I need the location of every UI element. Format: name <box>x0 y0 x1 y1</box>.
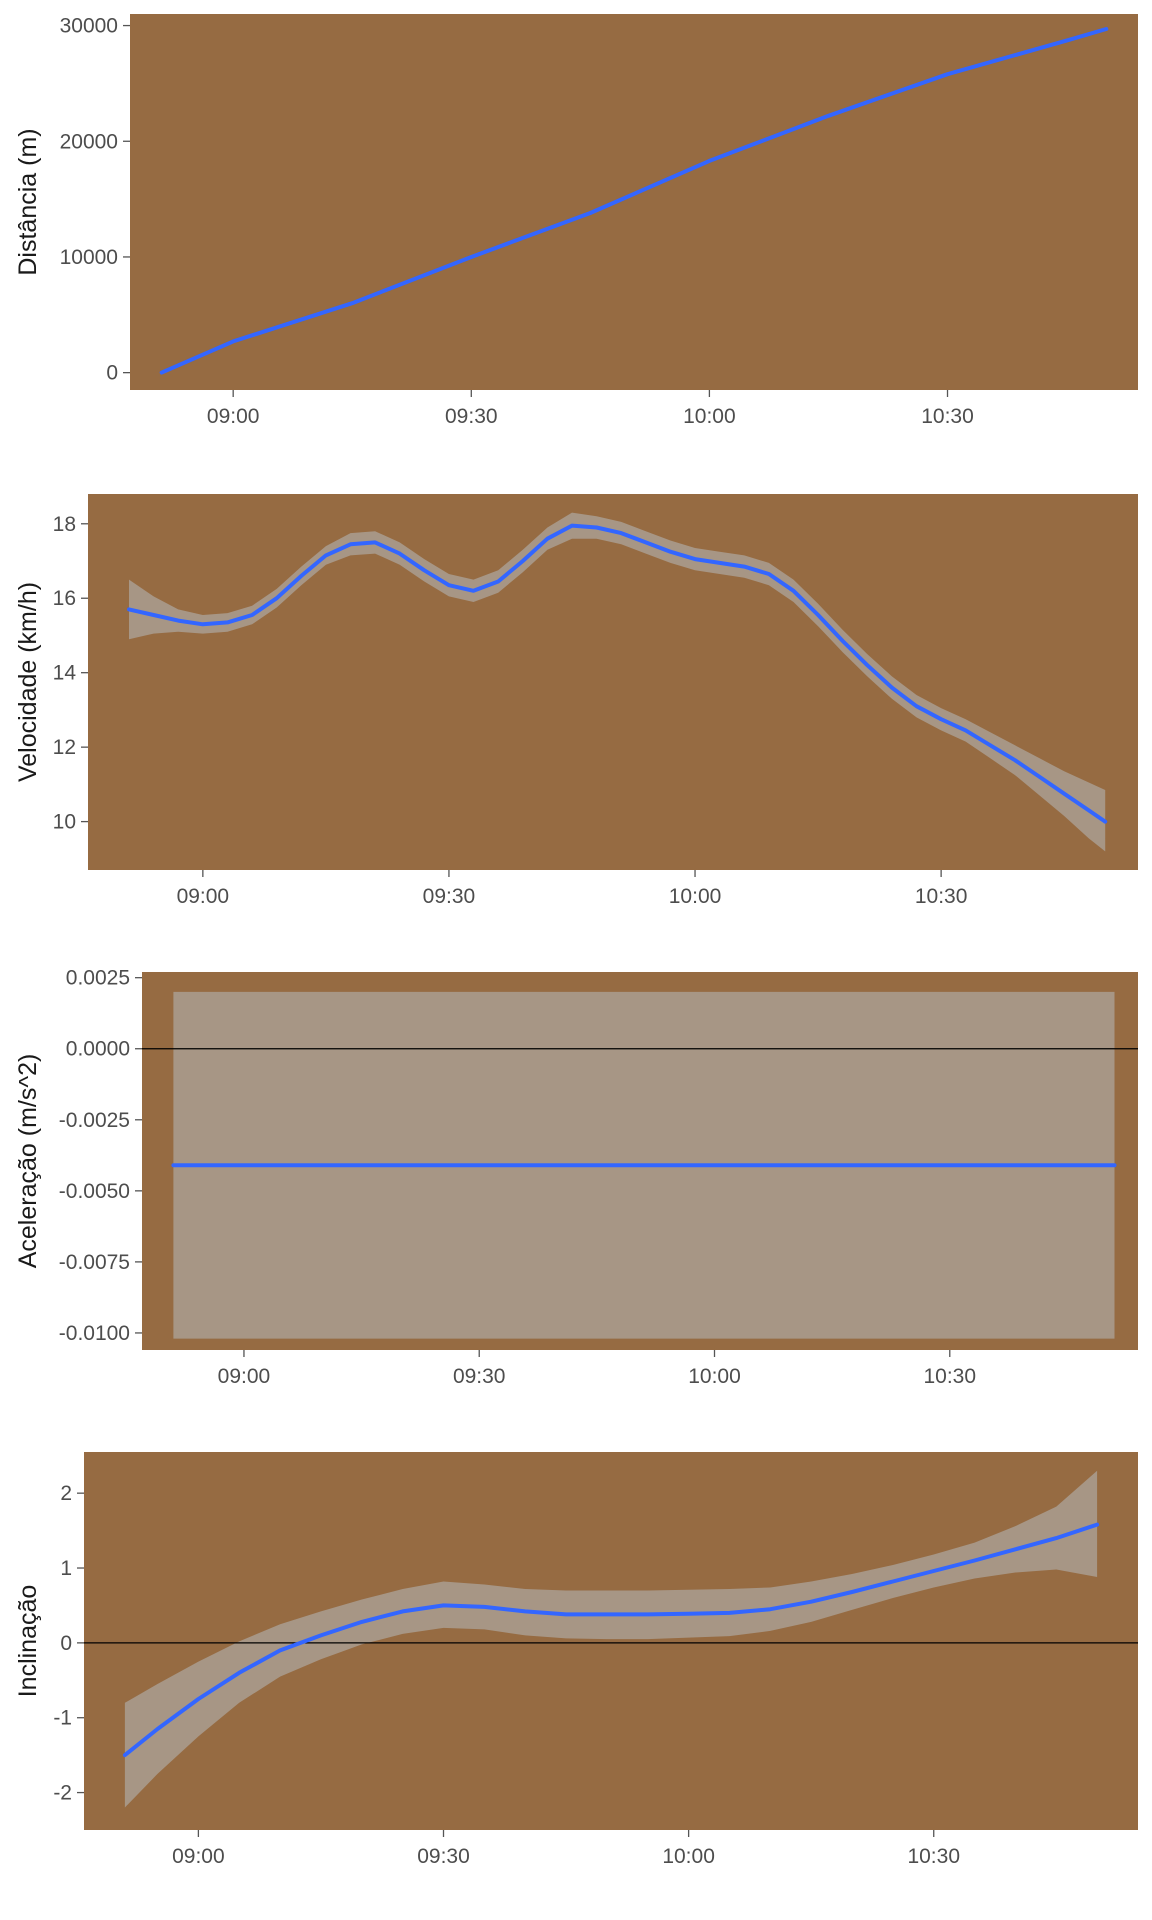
y-tick-label: 0 <box>106 362 118 385</box>
y-axis-title: Inclinação <box>14 1585 42 1698</box>
x-tick-label: 09:00 <box>172 1845 225 1868</box>
y-tick-label: 10000 <box>60 246 118 269</box>
y-tick-label: -1 <box>53 1707 72 1730</box>
y-axis-title: Distância (m) <box>14 128 42 275</box>
x-tick-label: 09:30 <box>445 405 498 428</box>
y-tick-label: 0.0000 <box>66 1038 130 1061</box>
speed-chart: 10 12 14 16 18 09:00 09:30 10:00 10:30 Velocidade… <box>14 494 1138 908</box>
y-tick-label: 2 <box>60 1482 72 1505</box>
x-tick-label: 10:00 <box>688 1365 741 1388</box>
y-tick-label: -0.0075 <box>59 1251 130 1274</box>
y-tick-label: 0 <box>60 1632 72 1655</box>
y-tick-label: -2 <box>53 1782 72 1805</box>
slope-chart: -2 -1 0 1 2 09:00 09:30 10:00 10:30 Inclinação <box>14 1452 1138 1868</box>
x-tick-label: 10:30 <box>915 885 968 908</box>
acceleration-chart: -0.0100 -0.0075 -0.0050 -0.0025 0.0000 0.0025… <box>14 967 1138 1388</box>
plot-panel <box>130 14 1138 390</box>
x-tick-label: 09:30 <box>453 1365 506 1388</box>
x-tick-label: 10:00 <box>662 1845 715 1868</box>
y-tick-label: 20000 <box>60 130 118 153</box>
series-line <box>122 1522 1100 1758</box>
series-line <box>127 523 1108 824</box>
y-tick-label: 10 <box>53 811 76 834</box>
x-tick-label: 09:00 <box>218 1365 271 1388</box>
y-tick-label: 0.0025 <box>66 967 130 990</box>
y-tick-label: 18 <box>53 513 76 536</box>
x-tick-label: 09:30 <box>417 1845 470 1868</box>
x-tick-label: 09:30 <box>423 885 476 908</box>
y-tick-label: -0.0050 <box>59 1180 130 1203</box>
y-axis-title: Velocidade (km/h) <box>14 582 42 782</box>
plot-panel <box>88 494 1138 870</box>
x-tick-label: 10:00 <box>683 405 736 428</box>
series-line <box>159 27 1109 375</box>
confidence-band <box>124 1470 1098 1808</box>
distance-chart: 0 10000 20000 30000 09:00 09:30 10:00 10:30 Dist… <box>14 14 1138 428</box>
y-tick-label: 16 <box>53 587 76 610</box>
y-tick-label: -0.0100 <box>59 1322 130 1345</box>
x-tick-label: 10:00 <box>669 885 722 908</box>
x-tick-label: 09:00 <box>177 885 230 908</box>
x-tick-label: 10:30 <box>921 405 974 428</box>
x-tick-label: 10:30 <box>923 1365 976 1388</box>
y-tick-label: 30000 <box>60 15 118 38</box>
y-tick-label: 1 <box>60 1557 72 1580</box>
x-tick-label: 10:30 <box>907 1845 960 1868</box>
y-tick-label: -0.0025 <box>59 1109 130 1132</box>
y-tick-label: 14 <box>53 662 77 685</box>
y-tick-label: 12 <box>53 736 76 759</box>
x-tick-label: 09:00 <box>207 405 260 428</box>
y-axis-title: Aceleração (m/s^2) <box>14 1054 42 1269</box>
